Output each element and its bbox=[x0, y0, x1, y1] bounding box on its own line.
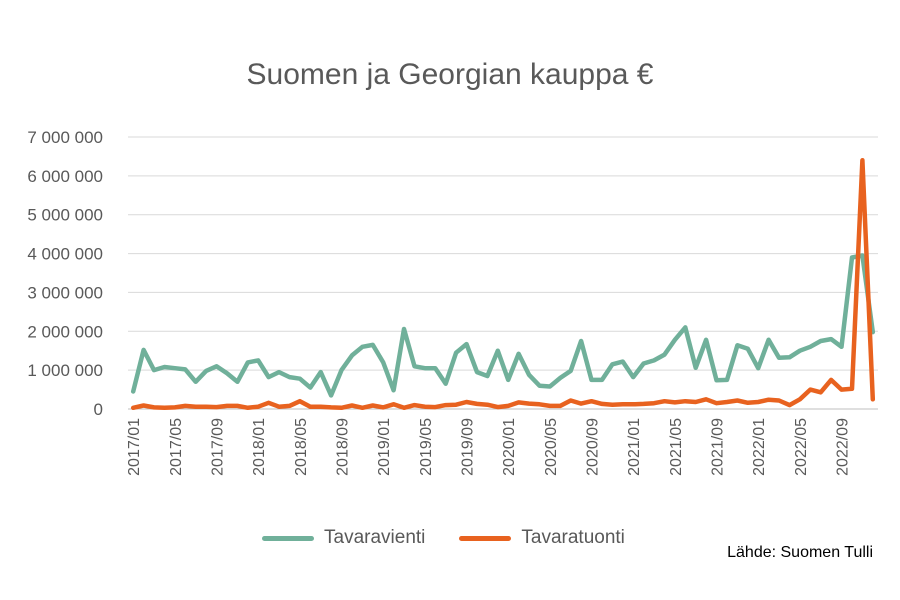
series-line-tavaratuonti bbox=[130, 158, 876, 411]
y-tick-label: 4 000 000 bbox=[27, 245, 103, 264]
y-tick-label: 5 000 000 bbox=[27, 206, 103, 225]
x-tick-label: 2020/09 bbox=[585, 418, 602, 476]
x-tick-label: 2021/05 bbox=[668, 418, 685, 476]
x-tick-label: 2017/09 bbox=[210, 418, 227, 476]
y-tick-label: 7 000 000 bbox=[27, 128, 103, 147]
source-note: Lähde: Suomen Tulli bbox=[727, 544, 873, 561]
x-tick-label: 2018/09 bbox=[335, 418, 352, 476]
legend-item-tavaratuonti: Tavaratuonti bbox=[459, 527, 625, 549]
y-tick-label: 6 000 000 bbox=[27, 167, 103, 186]
x-tick-label: 2018/05 bbox=[293, 418, 310, 476]
series-line-tavaravienti bbox=[130, 253, 876, 398]
x-tick-label: 2022/05 bbox=[793, 418, 810, 476]
x-tick-label: 2022/09 bbox=[835, 418, 852, 476]
y-tick-label: 2 000 000 bbox=[27, 322, 103, 341]
y-tick-label: 3 000 000 bbox=[27, 283, 103, 302]
x-tick-label: 2021/01 bbox=[626, 418, 643, 476]
x-tick-label: 2017/05 bbox=[168, 418, 185, 476]
chart-title: Suomen ja Georgian kauppa € bbox=[246, 58, 654, 91]
x-tick-label: 2017/01 bbox=[126, 418, 143, 476]
x-tick-label: 2020/05 bbox=[543, 418, 560, 476]
legend-label-tavaratuonti: Tavaratuonti bbox=[521, 527, 625, 548]
y-tick-label: 1 000 000 bbox=[27, 361, 103, 380]
y-tick-label: 0 bbox=[94, 400, 103, 419]
x-tick-label: 2019/01 bbox=[376, 418, 393, 476]
legend-swatch-tavaratuonti bbox=[459, 535, 512, 541]
legend: Tavaravienti Tavaratuonti bbox=[262, 527, 625, 549]
legend-label-tavaravienti: Tavaravienti bbox=[324, 527, 426, 548]
x-tick-label: 2019/09 bbox=[460, 418, 477, 476]
x-tick-label: 2019/05 bbox=[418, 418, 435, 476]
x-tick-label: 2018/01 bbox=[251, 418, 268, 476]
legend-swatch-tavaravienti bbox=[262, 535, 314, 541]
x-tick-label: 2022/01 bbox=[751, 418, 768, 476]
x-tick-label: 2021/09 bbox=[710, 418, 727, 476]
legend-item-tavaravienti: Tavaravienti bbox=[262, 527, 425, 549]
x-tick-label: 2020/01 bbox=[501, 418, 518, 476]
